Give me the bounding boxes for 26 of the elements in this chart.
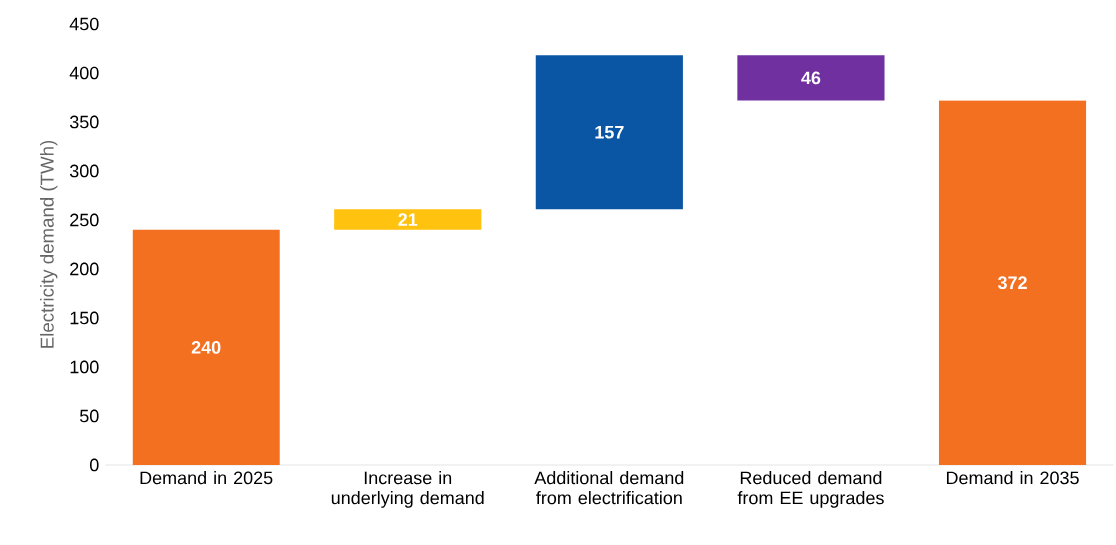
data-label: 157	[595, 126, 624, 139]
y-tick-label: 0	[90, 458, 99, 472]
y-tick-label: 150	[70, 311, 99, 325]
bar	[334, 209, 482, 230]
y-tick-label: 200	[70, 262, 99, 276]
bar	[535, 55, 683, 210]
y-tick-label: 450	[69, 17, 99, 31]
x-tick-label: Increase in underlying demand	[331, 471, 484, 508]
data-label: 46	[801, 71, 821, 85]
y-tick-label: 300	[69, 164, 99, 178]
x-tick-label: Additional demand from electrification	[534, 471, 684, 505]
data-label: 372	[997, 276, 1027, 290]
bar	[938, 100, 1087, 465]
y-tick-label: 250	[70, 213, 99, 227]
y-tick-label: 50	[79, 409, 99, 423]
bar	[737, 55, 885, 101]
x-tick-label: Reduced demand from EE upgrades	[737, 471, 884, 508]
y-tick-label: 350	[69, 115, 99, 129]
y-tick-label: 400	[69, 66, 99, 80]
x-tick-label: Demand in 2025	[140, 471, 273, 485]
x-tick-label: Demand in 2035	[946, 471, 1079, 485]
bar	[132, 229, 280, 465]
data-label: 240	[191, 341, 221, 354]
data-label: 21	[398, 213, 418, 226]
y-axis-title: Electricity demand (TWh)	[40, 140, 58, 348]
y-tick-label: 100	[70, 360, 99, 374]
